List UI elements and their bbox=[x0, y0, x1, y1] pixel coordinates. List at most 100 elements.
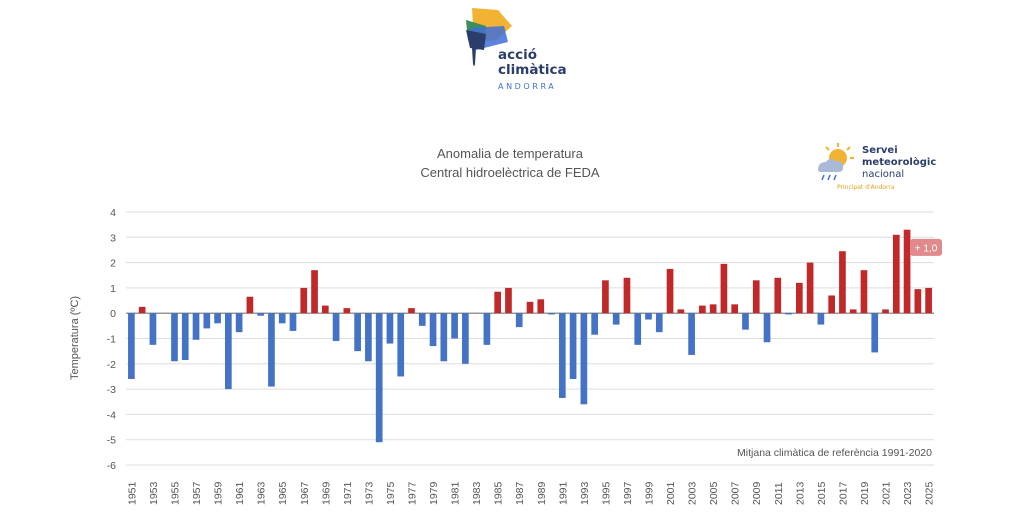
bar-1970 bbox=[332, 313, 340, 342]
y-tick-label: 1 bbox=[110, 283, 116, 295]
bar-2016 bbox=[828, 295, 835, 314]
bar-2017 bbox=[839, 251, 846, 314]
bar-1953 bbox=[149, 313, 157, 345]
y-tick-label: -6 bbox=[107, 460, 116, 472]
x-tick-label: 1965 bbox=[277, 481, 289, 505]
bar-1997 bbox=[623, 277, 631, 314]
x-tick-label: 2023 bbox=[902, 481, 914, 505]
y-tick-label: 0 bbox=[110, 308, 116, 320]
bar-2020 bbox=[871, 313, 879, 353]
bar-1991 bbox=[558, 313, 566, 398]
bar-1979 bbox=[429, 313, 437, 347]
x-tick-label: 1951 bbox=[126, 481, 138, 505]
bar-1984 bbox=[483, 313, 491, 345]
bar-1981 bbox=[451, 313, 458, 339]
x-tick-label: 2011 bbox=[773, 482, 785, 505]
bar-1973 bbox=[365, 313, 372, 362]
bar-1977 bbox=[408, 308, 415, 314]
bar-1962 bbox=[246, 296, 254, 314]
bar-2004 bbox=[699, 305, 706, 314]
bar-1980 bbox=[440, 313, 448, 362]
bar-1965 bbox=[278, 313, 286, 324]
bar-2007 bbox=[731, 304, 739, 314]
x-tick-label: 1993 bbox=[579, 481, 591, 505]
bar-1999 bbox=[645, 313, 652, 320]
bar-1975 bbox=[386, 313, 394, 344]
x-tick-label: 1961 bbox=[234, 481, 246, 505]
smn-line-2: meteorològic bbox=[862, 157, 937, 168]
y-tick-label: 3 bbox=[110, 232, 116, 244]
x-tick-label: 2015 bbox=[816, 481, 828, 505]
servei-meteorologic-logo: Servei meteorològic nacional Principat d… bbox=[810, 140, 950, 200]
reference-annotation: Mitjana climàtica de referència 1991-202… bbox=[737, 447, 932, 459]
x-tick-label: 1981 bbox=[450, 481, 462, 505]
bar-1986 bbox=[505, 287, 512, 314]
sun-cloud-rain-icon bbox=[818, 143, 854, 181]
x-tick-label: 1987 bbox=[514, 481, 526, 505]
bar-1967 bbox=[300, 287, 308, 314]
bar-1989 bbox=[537, 299, 545, 314]
accio-climatica-logo: acció climàtica ANDORRA bbox=[462, 4, 572, 94]
x-tick-label: 2013 bbox=[794, 481, 806, 505]
x-tick-label: 2003 bbox=[687, 481, 699, 505]
bar-2005 bbox=[709, 304, 717, 314]
bar-2018 bbox=[849, 309, 857, 314]
bar-2001 bbox=[666, 268, 674, 314]
y-tick-label: -4 bbox=[107, 409, 116, 421]
bar-1952 bbox=[138, 306, 146, 314]
x-tick-label: 1991 bbox=[557, 481, 569, 505]
x-tick-label: 2025 bbox=[924, 481, 936, 505]
bar-2002 bbox=[677, 309, 685, 314]
bar-2012 bbox=[785, 313, 792, 315]
bar-1969 bbox=[321, 305, 329, 314]
bar-2021 bbox=[882, 309, 889, 314]
bar-1957 bbox=[192, 313, 200, 340]
x-tick-label: 1989 bbox=[536, 481, 548, 505]
y-axis-label: Temperatura (ºC) bbox=[69, 296, 81, 380]
x-tick-label: 1973 bbox=[363, 481, 375, 505]
bar-1988 bbox=[526, 301, 534, 314]
bar-1990 bbox=[548, 313, 555, 315]
bar-1966 bbox=[289, 313, 297, 331]
bar-1976 bbox=[397, 313, 405, 377]
bar-1998 bbox=[634, 313, 642, 345]
x-tick-label: 1979 bbox=[428, 481, 440, 505]
x-tick-label: 2005 bbox=[708, 481, 720, 505]
y-tick-label: 4 bbox=[110, 207, 116, 219]
droplet-logo-icon bbox=[466, 8, 512, 66]
bar-1993 bbox=[580, 313, 588, 405]
bar-2010 bbox=[763, 313, 771, 343]
bar-1951 bbox=[128, 313, 135, 379]
x-tick-label: 2017 bbox=[837, 481, 849, 505]
bar-2019 bbox=[860, 270, 868, 314]
logo-line-1: acció bbox=[498, 47, 538, 63]
bar-2009 bbox=[752, 280, 760, 314]
y-tick-label: -1 bbox=[107, 334, 116, 346]
logo-line-3: ANDORRA bbox=[498, 82, 557, 91]
bar-1963 bbox=[257, 313, 265, 316]
bar-1955 bbox=[171, 313, 178, 362]
bar-1971 bbox=[343, 308, 351, 314]
bar-2022 bbox=[892, 234, 900, 314]
bar-1968 bbox=[311, 270, 318, 314]
bar-1978 bbox=[418, 313, 426, 326]
x-tick-label: 1953 bbox=[148, 481, 160, 505]
x-tick-label: 1971 bbox=[342, 481, 354, 505]
bar-1956 bbox=[181, 313, 189, 361]
bar-2023 bbox=[903, 229, 911, 314]
bar-2015 bbox=[817, 313, 825, 325]
x-tick-label: 1967 bbox=[299, 481, 311, 505]
x-tick-label: 1997 bbox=[622, 481, 634, 505]
bar-1960 bbox=[225, 313, 232, 390]
bar-1972 bbox=[354, 313, 361, 352]
x-tick-label: 2007 bbox=[730, 481, 742, 505]
x-tick-label: 1959 bbox=[213, 481, 225, 505]
bar-1985 bbox=[494, 291, 502, 314]
x-tick-label: 1955 bbox=[169, 481, 181, 505]
x-tick-label: 1957 bbox=[191, 481, 203, 505]
smn-line-4: Principat d'Andorra bbox=[837, 184, 895, 191]
logo-line-2: climàtica bbox=[498, 62, 567, 78]
last-value-badge bbox=[910, 238, 942, 256]
y-tick-label: -2 bbox=[107, 359, 116, 371]
